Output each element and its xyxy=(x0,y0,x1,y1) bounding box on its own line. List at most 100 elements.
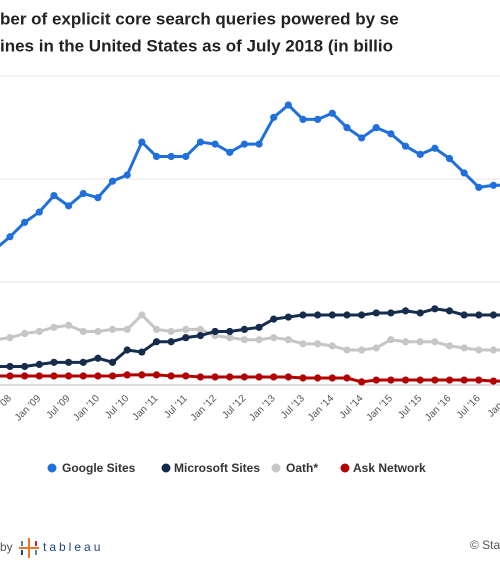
data-point xyxy=(240,336,248,344)
data-point xyxy=(6,233,14,241)
data-point xyxy=(6,372,14,380)
x-tick-label: Jan '12 xyxy=(189,393,220,424)
data-point xyxy=(255,373,263,381)
data-point xyxy=(138,138,146,146)
x-tick-label: Jul '09 xyxy=(45,393,73,421)
data-point xyxy=(445,154,454,163)
data-point xyxy=(372,376,380,384)
data-point xyxy=(6,362,14,371)
data-point xyxy=(108,372,117,380)
data-point xyxy=(460,376,468,384)
data-point xyxy=(489,311,498,319)
data-point xyxy=(328,311,336,319)
x-tick-label: Jul '11 xyxy=(162,393,190,421)
data-point xyxy=(314,115,322,124)
footer-brand: tableau xyxy=(43,540,103,554)
data-point xyxy=(431,305,439,313)
data-point xyxy=(152,371,161,379)
data-point xyxy=(123,325,131,334)
data-point xyxy=(475,376,483,384)
legend-label: Ask Network xyxy=(353,461,426,475)
data-point xyxy=(123,346,131,354)
data-point xyxy=(401,142,410,150)
data-point xyxy=(21,329,29,338)
x-tick-label: Jul '12 xyxy=(220,393,248,421)
legend-label: Microsoft Sites xyxy=(174,461,260,475)
data-point xyxy=(270,113,278,121)
data-point xyxy=(284,313,292,321)
data-point xyxy=(138,311,146,319)
data-point xyxy=(358,311,366,319)
series-line xyxy=(0,313,500,352)
data-point xyxy=(35,208,43,216)
data-point xyxy=(270,334,278,342)
data-point xyxy=(416,150,424,159)
data-point xyxy=(182,372,190,380)
data-point xyxy=(79,327,87,336)
data-point xyxy=(6,334,14,342)
legend-marker xyxy=(340,463,350,473)
data-point xyxy=(475,311,483,319)
data-point xyxy=(94,327,102,336)
data-point xyxy=(255,140,263,148)
data-point xyxy=(65,372,73,380)
data-point xyxy=(79,189,87,198)
footer-by: by xyxy=(0,540,13,554)
legend: Google Sites Microsoft Sites Oath* Ask Netw… xyxy=(47,461,426,475)
data-point xyxy=(299,374,307,382)
data-point xyxy=(314,311,322,319)
data-point xyxy=(489,377,498,385)
data-point xyxy=(387,130,395,138)
data-point xyxy=(240,140,248,148)
chart-title: ber of explicit core search queries powe… xyxy=(0,9,399,28)
data-point xyxy=(196,373,205,381)
data-point xyxy=(226,334,234,342)
data-point xyxy=(167,372,175,380)
data-point xyxy=(255,336,263,344)
data-point xyxy=(387,309,395,317)
tableau-logo xyxy=(19,538,39,558)
data-point xyxy=(372,344,380,352)
data-point xyxy=(196,331,205,340)
x-tick-label: Jan '09 xyxy=(13,393,44,424)
data-point xyxy=(445,376,454,384)
x-tick-label: 08 xyxy=(0,393,14,409)
data-point xyxy=(489,181,498,189)
data-point xyxy=(138,371,146,379)
series-line xyxy=(0,103,500,248)
data-point xyxy=(94,354,102,362)
data-point xyxy=(416,309,424,317)
data-point xyxy=(196,325,205,334)
data-point xyxy=(284,336,292,344)
data-point xyxy=(299,311,307,319)
data-point xyxy=(343,374,351,382)
data-point xyxy=(401,338,410,346)
data-point xyxy=(358,346,366,354)
data-point xyxy=(152,152,161,161)
data-point xyxy=(50,323,58,331)
data-point xyxy=(416,338,424,346)
data-point xyxy=(445,342,454,350)
data-point xyxy=(445,307,454,315)
data-point xyxy=(196,138,205,146)
x-tick-label: Jul '15 xyxy=(396,393,424,421)
data-point xyxy=(65,321,73,329)
data-point xyxy=(358,134,366,142)
data-point xyxy=(94,372,102,380)
data-point xyxy=(372,124,380,132)
data-point xyxy=(167,338,175,346)
data-point xyxy=(401,307,410,315)
data-point xyxy=(35,327,43,336)
data-point xyxy=(314,340,322,348)
x-tick-label: Jan '14 xyxy=(306,393,337,424)
x-tick-label: Jan '1 xyxy=(486,393,500,420)
data-point xyxy=(255,323,263,331)
legend-marker xyxy=(161,463,171,473)
data-point xyxy=(270,315,278,323)
data-point xyxy=(65,358,73,366)
data-point xyxy=(387,376,395,384)
data-point xyxy=(401,376,410,384)
data-point xyxy=(21,372,29,380)
data-point xyxy=(284,373,292,381)
